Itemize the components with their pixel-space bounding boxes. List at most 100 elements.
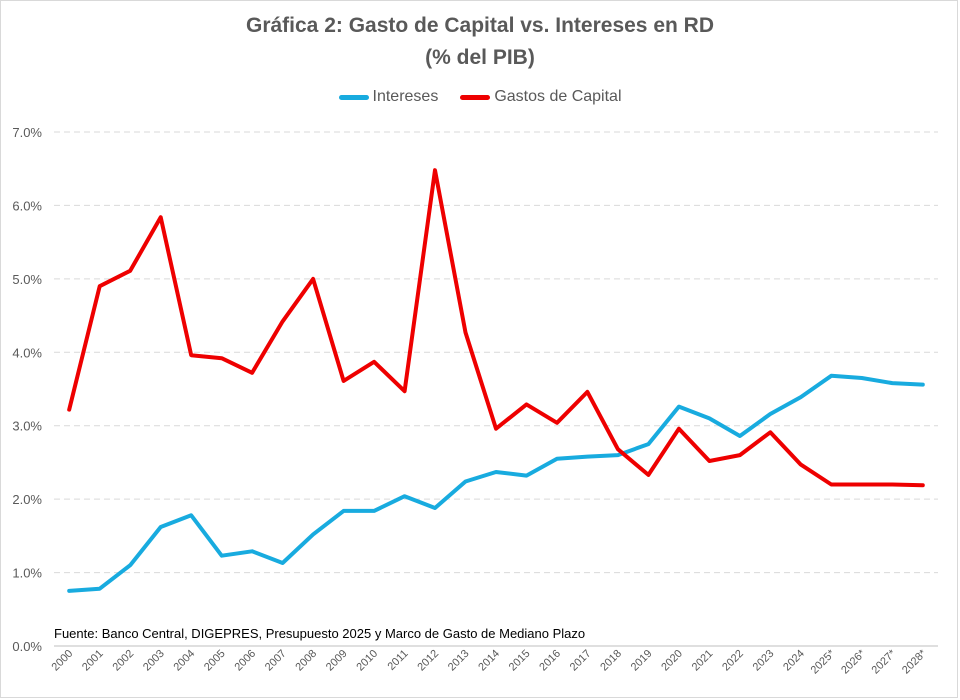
x-tick-label: 2010 (354, 648, 380, 674)
data-point-intereses (67, 589, 71, 593)
data-point-intereses (433, 506, 437, 510)
x-tick-label: 2002 (111, 648, 137, 674)
x-tick-label: 2014 (476, 648, 502, 674)
data-point-gastos-de-capital (921, 483, 925, 487)
data-point-gastos-de-capital (220, 356, 224, 360)
x-tick-label: 2019 (629, 648, 655, 674)
data-point-intereses (890, 381, 894, 385)
chart-legend: Intereses Gastos de Capital (0, 88, 960, 106)
data-point-gastos-de-capital (677, 427, 681, 431)
x-tick-label: 2021 (690, 648, 716, 674)
series-line-intereses (67, 373, 925, 593)
data-point-intereses (464, 480, 468, 484)
data-point-intereses (707, 416, 711, 420)
data-point-gastos-de-capital (616, 447, 620, 451)
data-point-intereses (738, 434, 742, 438)
data-point-intereses (189, 513, 193, 517)
y-tick-label: 1.0% (12, 566, 42, 581)
data-point-gastos-de-capital (433, 168, 437, 172)
x-tick-label: 2008 (293, 648, 319, 674)
x-tick-label: 2027* (870, 647, 899, 676)
data-point-intereses (494, 470, 498, 474)
data-point-intereses (677, 405, 681, 409)
data-point-gastos-de-capital (189, 353, 193, 357)
chart-subtitle: (% del PIB) (425, 46, 535, 69)
data-point-intereses (555, 457, 559, 461)
x-tick-label: 2006 (232, 648, 258, 674)
legend-swatch-intereses (338, 94, 369, 100)
x-tick-label: 2024 (781, 648, 807, 674)
data-point-intereses (860, 376, 864, 380)
data-point-intereses (128, 563, 132, 567)
series-line-gastos-de-capital (67, 168, 925, 488)
data-point-intereses (799, 395, 803, 399)
y-tick-label: 4.0% (12, 345, 42, 360)
data-point-intereses (921, 383, 925, 387)
x-tick-label: 2009 (324, 648, 350, 674)
data-point-gastos-de-capital (524, 402, 528, 406)
x-tick-label: 2003 (141, 648, 167, 674)
x-tick-label: 2028* (900, 647, 929, 676)
data-point-intereses (585, 455, 589, 459)
x-tick-label: 2017 (568, 648, 594, 674)
data-point-intereses (768, 412, 772, 416)
data-point-gastos-de-capital (707, 459, 711, 463)
data-point-intereses (220, 554, 224, 558)
data-point-intereses (524, 474, 528, 478)
data-point-intereses (646, 442, 650, 446)
data-point-intereses (250, 549, 254, 553)
data-point-intereses (403, 494, 407, 498)
data-point-gastos-de-capital (829, 482, 833, 486)
legend-label-intereses: Intereses (372, 88, 439, 105)
x-tick-label: 2004 (171, 648, 197, 674)
x-tick-label: 2018 (598, 648, 624, 674)
x-tick-label: 2012 (415, 648, 441, 674)
x-tick-label: 2015 (507, 648, 533, 674)
data-point-gastos-de-capital (403, 389, 407, 393)
data-point-gastos-de-capital (250, 371, 254, 375)
data-point-intereses (311, 532, 315, 536)
data-point-gastos-de-capital (281, 319, 285, 323)
x-tick-label: 2007 (263, 648, 289, 674)
y-tick-label: 2.0% (12, 492, 42, 507)
data-point-intereses (829, 374, 833, 378)
chart-title: Gráfica 2: Gasto de Capital vs. Interese… (245, 14, 714, 37)
data-point-intereses (372, 509, 376, 513)
x-tick-label: 2023 (751, 648, 777, 674)
x-tick-label: 2000 (50, 648, 76, 674)
data-point-gastos-de-capital (372, 360, 376, 364)
data-point-gastos-de-capital (159, 215, 163, 219)
x-tick-label: 2016 (537, 648, 563, 674)
data-point-gastos-de-capital (128, 269, 132, 273)
x-tick-label: 2026* (839, 647, 868, 676)
data-point-gastos-de-capital (768, 430, 772, 434)
data-point-gastos-de-capital (342, 379, 346, 383)
data-point-gastos-de-capital (494, 427, 498, 431)
x-tick-label: 2005 (202, 648, 228, 674)
data-point-gastos-de-capital (646, 473, 650, 477)
data-point-gastos-de-capital (67, 408, 71, 412)
data-point-gastos-de-capital (738, 453, 742, 457)
data-point-gastos-de-capital (860, 482, 864, 486)
data-point-intereses (159, 525, 163, 529)
y-tick-label: 5.0% (12, 272, 42, 287)
x-tick-label: 2022 (720, 648, 746, 674)
x-tick-label: 2013 (446, 648, 472, 674)
legend-item-gastos-de-capital: Gastos de Capital (460, 88, 622, 106)
y-tick-label: 0.0% (12, 639, 42, 654)
data-point-gastos-de-capital (311, 277, 315, 281)
x-tick-label: 2011 (385, 648, 410, 673)
data-point-intereses (98, 587, 102, 591)
legend-label-gastos-de-capital: Gastos de Capital (494, 88, 622, 105)
x-tick-label: 2025* (809, 647, 838, 676)
data-point-gastos-de-capital (585, 390, 589, 394)
source-note: Fuente: Banco Central, DIGEPRES, Presupu… (54, 626, 586, 641)
y-tick-label: 7.0% (12, 125, 42, 140)
data-point-gastos-de-capital (890, 482, 894, 486)
data-point-gastos-de-capital (799, 463, 803, 467)
legend-item-intereses: Intereses (338, 88, 439, 106)
y-tick-label: 3.0% (12, 419, 42, 434)
x-tick-label: 2001 (80, 648, 106, 674)
data-point-intereses (342, 509, 346, 513)
